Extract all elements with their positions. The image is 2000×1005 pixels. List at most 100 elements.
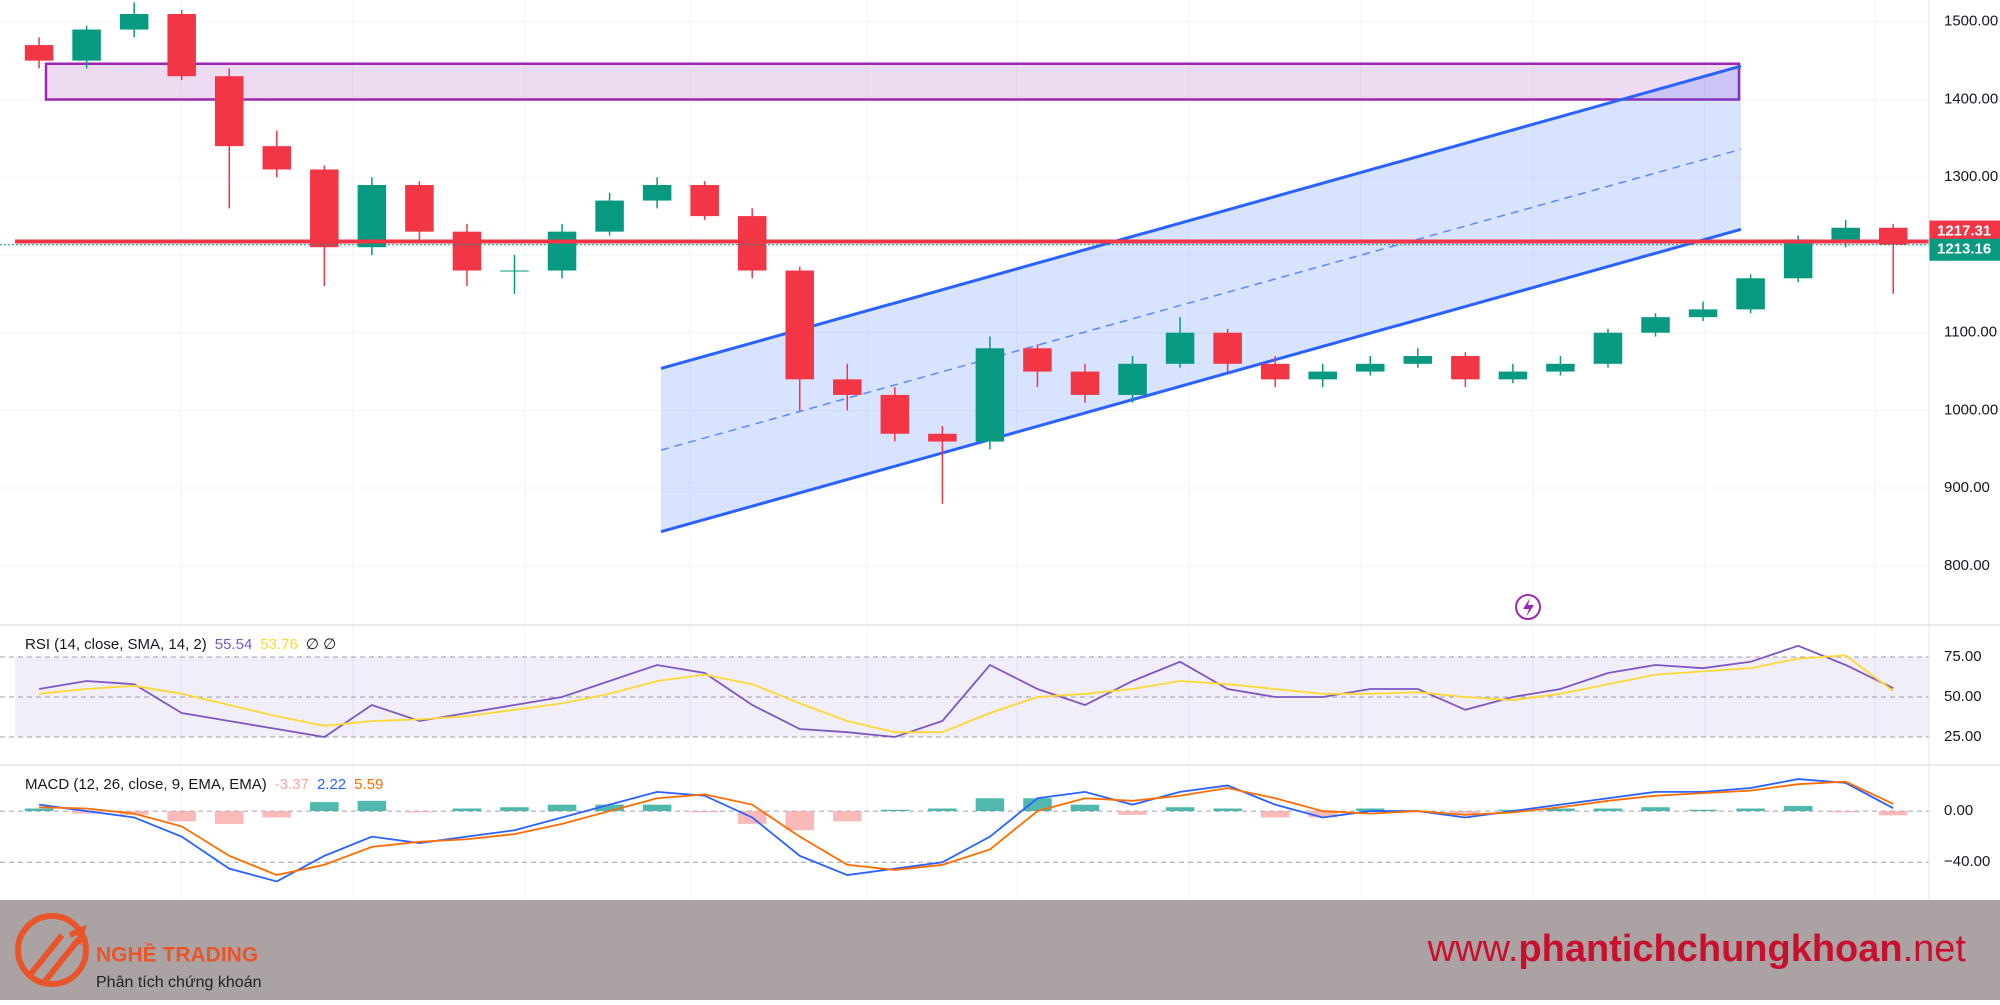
url-suffix: .net (1903, 928, 1967, 970)
y-tick-label: 900.00 (1944, 479, 1990, 496)
price-label: 1213.16 (1937, 241, 1991, 258)
y-tick-label: 800.00 (1944, 557, 1990, 574)
legend-item: 53.76 (260, 636, 298, 653)
histogram-bar (1831, 811, 1860, 813)
histogram-bar (1641, 807, 1670, 812)
candle-body (1118, 363, 1147, 395)
tagline: Phân tích chứng khoán (96, 974, 262, 991)
price-label-box (1929, 220, 2000, 243)
y-tick-label: −40.00 (1944, 853, 1990, 870)
price-label-box (1929, 238, 2000, 261)
histogram-bar (1355, 808, 1385, 812)
y-tick-label: 25.00 (1944, 728, 1982, 745)
candle-body (214, 76, 244, 147)
resistance-zone (44, 62, 1741, 101)
candle-body (1736, 278, 1765, 310)
candle-body (1451, 356, 1480, 380)
indicator-legend: MACD (12, 26, close, 9, EMA, EMA) -3.37 2.… (25, 776, 383, 793)
y-tick-label: 1400.00 (1944, 90, 1998, 107)
histogram-bar (262, 811, 292, 818)
candle-body (1593, 332, 1623, 364)
candle-body (1641, 317, 1670, 333)
legend-item: 55.54 (215, 636, 253, 653)
y-tick-label: 1000.00 (1944, 401, 1998, 418)
indicator-line (38, 778, 1894, 883)
histogram-bar (72, 811, 101, 814)
candle-body (1165, 332, 1195, 364)
candle-body (1023, 348, 1052, 372)
website: www.phantichchungkhoan.net (1427, 928, 1967, 970)
channel-middle (660, 148, 1742, 451)
histogram-bar (690, 811, 719, 813)
histogram-bar (785, 811, 815, 831)
candle-body (1308, 371, 1337, 380)
logo (15, 913, 89, 987)
candle-body (642, 185, 672, 201)
histogram-bar (1688, 809, 1718, 812)
indicator-line (38, 644, 1894, 738)
histogram-bar (1783, 805, 1813, 812)
histogram-bar (1451, 811, 1480, 814)
histogram-bar (500, 807, 529, 812)
url-domain: phantichchungkhoan (1518, 928, 1902, 970)
histogram-bar (595, 804, 624, 812)
candle-body (500, 270, 529, 272)
rsi-band (15, 657, 1929, 737)
candle-body (1498, 371, 1528, 380)
candle-body (405, 185, 434, 232)
url-prefix: www. (1427, 928, 1519, 970)
candle-body (1070, 371, 1100, 395)
y-tick-label: 1300.00 (1944, 168, 1998, 185)
indicator-legend: RSI (14, close, SMA, 14, 2) 55.54 53.76 ∅ ∅ (25, 636, 336, 653)
legend-item: ∅ ∅ (306, 636, 336, 653)
legend-item: -3.37 (275, 776, 309, 793)
candle-body (1355, 363, 1385, 372)
y-tick-label: 1100.00 (1944, 324, 1997, 341)
indicator-line (39, 780, 1894, 876)
candle-body (880, 394, 910, 434)
histogram-bar (24, 808, 54, 812)
candle-body (547, 231, 577, 271)
indicator-line (38, 654, 1894, 734)
histogram-bar (1213, 808, 1242, 812)
candle-body (357, 185, 387, 248)
legend-item: 5.59 (354, 776, 383, 793)
histogram-bar (1546, 808, 1575, 812)
histogram-bar (928, 808, 957, 812)
alert-bolt (1523, 598, 1534, 617)
channel-upper (660, 64, 1742, 370)
legend-title: MACD (12, 26, close, 9, EMA, EMA) (25, 776, 267, 793)
candle-body (72, 29, 101, 61)
legend-title: RSI (14, close, SMA, 14, 2) (25, 636, 207, 653)
logo-arrows (27, 924, 87, 987)
candle-body (785, 270, 815, 380)
histogram-bar (357, 800, 387, 812)
background (0, 0, 2000, 900)
candle-body (310, 169, 339, 248)
candle-body (833, 379, 862, 395)
histogram-bar (833, 811, 862, 822)
histogram-bar (310, 802, 339, 812)
histogram-bar (214, 811, 244, 824)
y-tick-label: 1500.00 (1944, 13, 1998, 30)
candle-body (1213, 332, 1242, 364)
y-tick-label: 75.00 (1944, 648, 1982, 665)
histogram-bar (1736, 808, 1765, 812)
footer-band (0, 900, 2000, 1000)
candle-body (1403, 356, 1433, 364)
candle-body (1831, 227, 1860, 240)
candle-body (1546, 363, 1575, 372)
histogram-bar (1308, 811, 1337, 818)
histogram-bar (547, 804, 577, 812)
histogram-bar (405, 811, 434, 813)
candle-body (928, 433, 957, 442)
candle-body (975, 348, 1005, 442)
candle-body (262, 146, 292, 170)
brand: NGHỀ TRADING (96, 944, 258, 967)
candle-body (1783, 239, 1813, 279)
y-tick-label: 50.00 (1944, 688, 1982, 705)
channel-lower (660, 227, 1742, 534)
histogram-bar (880, 809, 910, 812)
histogram-bar (1023, 798, 1052, 812)
